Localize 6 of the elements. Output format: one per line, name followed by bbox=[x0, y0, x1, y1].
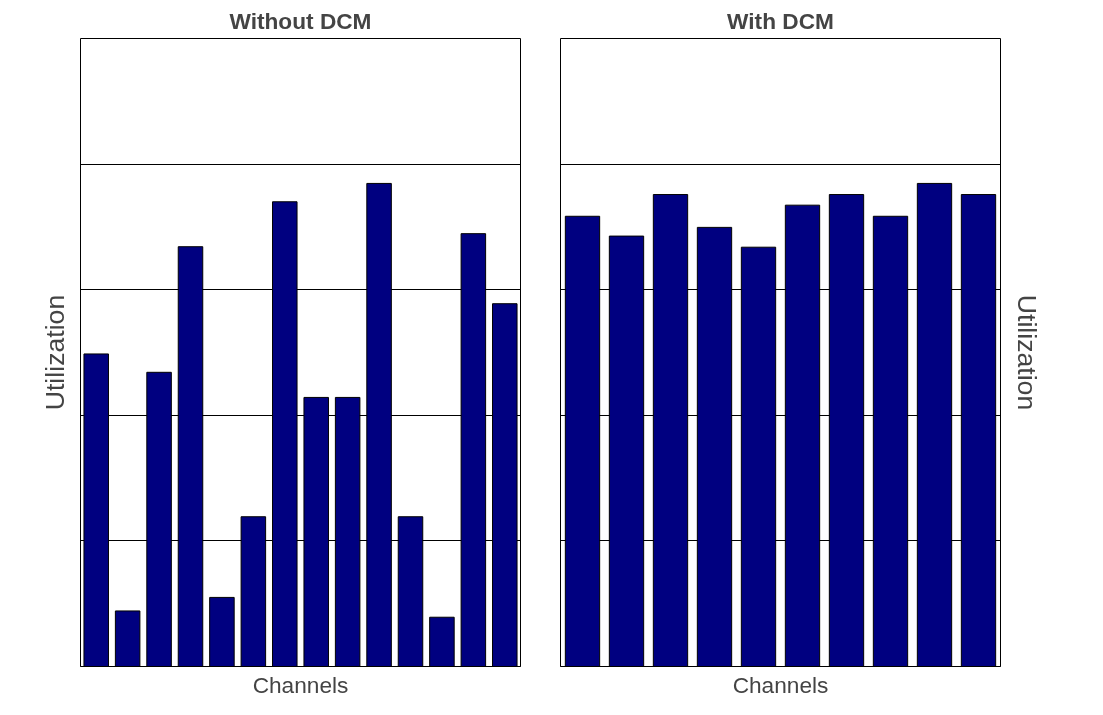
x-axis-title: Channels bbox=[252, 671, 349, 698]
y-axis-title: Utilization bbox=[1011, 294, 1042, 411]
x-axis-title: Channels bbox=[732, 671, 829, 698]
chart-title: Without DCM bbox=[229, 7, 372, 34]
chart-title: With DCM bbox=[727, 7, 834, 34]
y-axis-title: Utilization bbox=[39, 294, 70, 411]
